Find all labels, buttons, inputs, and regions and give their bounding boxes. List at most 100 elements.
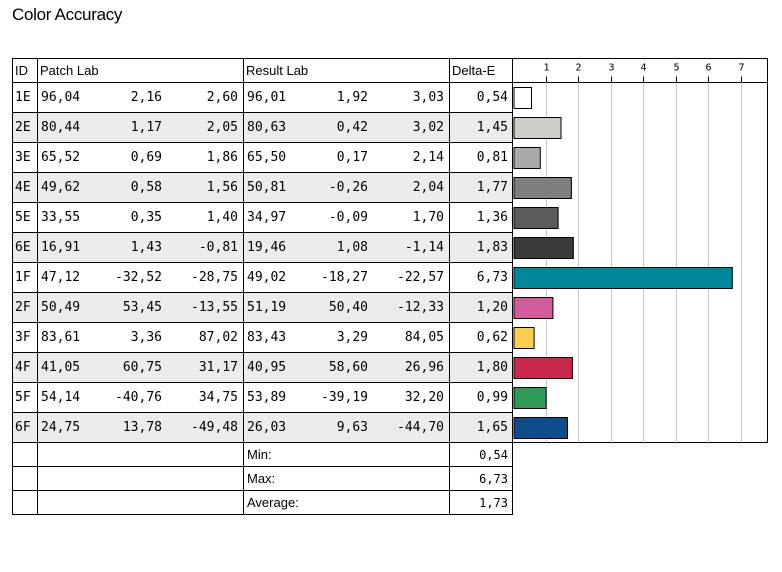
- summary-empty: [12, 490, 38, 515]
- patch-lab-value: -49,48: [191, 420, 238, 435]
- bar: [513, 267, 733, 289]
- summary-row: Min: 0,54: [12, 442, 768, 467]
- result-lab-value: 34,97: [247, 210, 287, 225]
- patch-lab-value: 33,55: [41, 210, 81, 225]
- result-lab-value: -12,33: [397, 300, 444, 315]
- summary-chart-empty: [512, 442, 768, 467]
- page-title: Color Accuracy: [12, 5, 123, 24]
- result-lab-value: 65,50: [247, 150, 287, 165]
- delta-e-value: 1,20: [449, 292, 513, 323]
- patch-lab: 54,14 -40,76 34,75: [37, 382, 244, 413]
- patch-lab-value: 1,86: [206, 150, 238, 165]
- bar: [513, 147, 541, 169]
- patch-lab-value: 2,05: [206, 120, 238, 135]
- result-lab-values: 53,89 -39,19 32,20: [245, 384, 449, 412]
- patch-lab-value: 50,49: [41, 300, 81, 315]
- patch-lab-value: 13,78: [122, 420, 162, 435]
- result-lab-value: -22,57: [397, 270, 444, 285]
- result-lab-value: 2,14: [412, 150, 444, 165]
- summary-row: Average: 1,73: [12, 490, 768, 515]
- table-row: 1E 96,04 2,16 2,60 96,01 1,92 3,03 0,54: [12, 82, 768, 113]
- result-lab-value: 50,40: [328, 300, 368, 315]
- patch-id: 2F: [12, 292, 38, 323]
- patch-lab-value: -0,81: [198, 240, 238, 255]
- patch-lab-value: -40,76: [115, 390, 162, 405]
- patch-lab-value: 2,60: [206, 90, 238, 105]
- patch-lab-values: 49,62 0,58 1,56: [39, 174, 243, 202]
- patch-lab: 16,91 1,43 -0,81: [37, 232, 244, 263]
- delta-e-value: 1,83: [449, 232, 513, 263]
- patch-lab: 83,61 3,36 87,02: [37, 322, 244, 353]
- result-lab-values: 50,81 -0,26 2,04: [245, 174, 449, 202]
- result-lab-values: 40,95 58,60 26,96: [245, 354, 449, 382]
- delta-e-value: 1,65: [449, 412, 513, 443]
- patch-lab-value: 31,17: [198, 360, 238, 375]
- result-lab-value: 26,03: [247, 420, 287, 435]
- table-row: 5F 54,14 -40,76 34,75 53,89 -39,19 32,20 0,99: [12, 382, 768, 413]
- patch-lab-values: 33,55 0,35 1,40: [39, 204, 243, 232]
- patch-id: 4F: [12, 352, 38, 383]
- patch-id: 5F: [12, 382, 38, 413]
- result-lab: 26,03 9,63 -44,70: [243, 412, 450, 443]
- result-lab-value: 96,01: [247, 90, 287, 105]
- delta-e-value: 0,54: [449, 82, 513, 113]
- patch-lab-value: 3,36: [130, 330, 162, 345]
- patch-id: 6E: [12, 232, 38, 263]
- patch-id: 6F: [12, 412, 38, 443]
- result-lab-value: 32,20: [404, 390, 444, 405]
- result-lab: 53,89 -39,19 32,20: [243, 382, 450, 413]
- delta-e-value: 1,77: [449, 172, 513, 203]
- result-lab-values: 96,01 1,92 3,03: [245, 84, 449, 112]
- bar: [513, 387, 547, 409]
- patch-lab: 65,52 0,69 1,86: [37, 142, 244, 173]
- patch-lab-values: 80,44 1,17 2,05: [39, 114, 243, 142]
- patch-lab-value: 47,12: [41, 270, 81, 285]
- table-row: 4E 49,62 0,58 1,56 50,81 -0,26 2,04 1,77: [12, 172, 768, 203]
- patch-lab-value: 34,75: [198, 390, 238, 405]
- patch-lab-value: 1,17: [130, 120, 162, 135]
- result-lab-value: -44,70: [397, 420, 444, 435]
- bar-cell: [512, 322, 768, 353]
- result-lab-value: 58,60: [328, 360, 368, 375]
- patch-lab-value: 83,61: [41, 330, 81, 345]
- patch-lab-value: 16,91: [41, 240, 81, 255]
- summary-empty: [37, 490, 244, 515]
- patch-lab-values: 96,04 2,16 2,60: [39, 84, 243, 112]
- patch-lab: 50,49 53,45 -13,55: [37, 292, 244, 323]
- bar: [513, 87, 533, 109]
- patch-lab-values: 47,12 -32,52 -28,75: [39, 264, 243, 292]
- patch-lab-value: 65,52: [41, 150, 81, 165]
- delta-e-value: 0,81: [449, 142, 513, 173]
- result-lab-value: 3,03: [412, 90, 444, 105]
- patch-lab-value: 53,45: [122, 300, 162, 315]
- result-lab-values: 26,03 9,63 -44,70: [245, 414, 449, 442]
- patch-lab-values: 50,49 53,45 -13,55: [39, 294, 243, 322]
- tick-label: 2: [575, 63, 581, 74]
- color-accuracy-table: ID Patch Lab Result Lab Delta-E 1E 96,04 2…: [12, 58, 768, 515]
- tick-label: 6: [705, 63, 711, 74]
- result-lab-values: 19,46 1,08 -1,14: [245, 234, 449, 262]
- result-lab-value: 2,04: [412, 180, 444, 195]
- patch-lab-value: -13,55: [191, 300, 238, 315]
- summary-value: 1,73: [449, 490, 513, 515]
- result-lab-value: 50,81: [247, 180, 287, 195]
- result-lab-values: 49,02 -18,27 -22,57: [245, 264, 449, 292]
- result-lab-value: 9,63: [336, 420, 368, 435]
- patch-lab-value: 54,14: [41, 390, 81, 405]
- header-row: ID Patch Lab Result Lab Delta-E: [12, 58, 768, 83]
- result-lab-values: 65,50 0,17 2,14: [245, 144, 449, 172]
- patch-lab-value: 1,43: [130, 240, 162, 255]
- bar: [513, 327, 535, 349]
- bar-cell: [512, 82, 768, 113]
- summary-value: 0,54: [449, 442, 513, 467]
- patch-lab: 47,12 -32,52 -28,75: [37, 262, 244, 293]
- patch-lab-value: -28,75: [191, 270, 238, 285]
- patch-lab-value: 96,04: [41, 90, 81, 105]
- patch-id: 3F: [12, 322, 38, 353]
- result-lab-value: -39,19: [321, 390, 368, 405]
- summary-empty: [37, 442, 244, 467]
- table-row: 2F 50,49 53,45 -13,55 51,19 50,40 -12,33 1,20: [12, 292, 768, 323]
- result-lab-value: 19,46: [247, 240, 287, 255]
- summary-value: 6,73: [449, 466, 513, 491]
- result-lab-value: 1,70: [412, 210, 444, 225]
